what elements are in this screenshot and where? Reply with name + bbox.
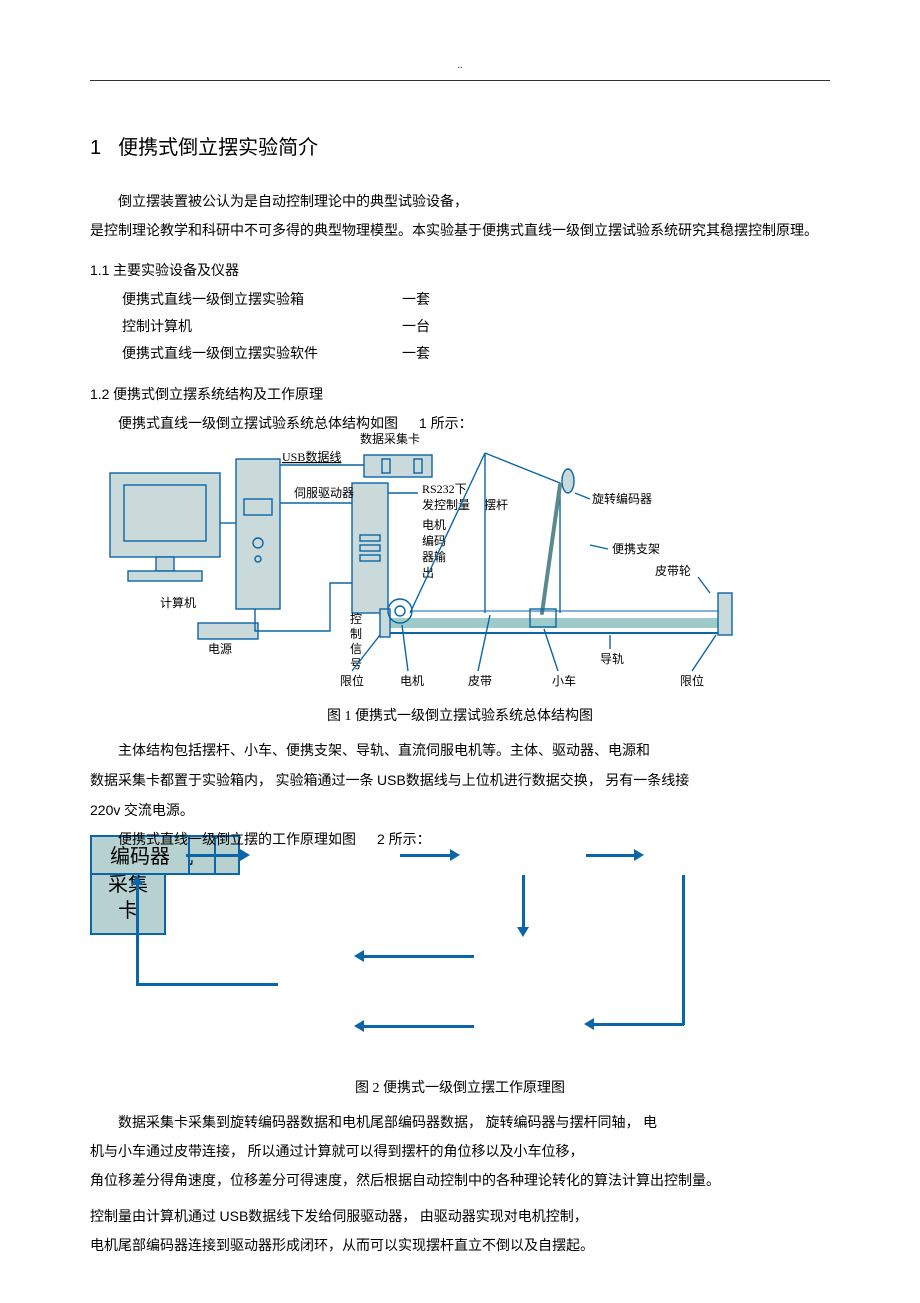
label-limit1: 限位 [340,673,364,688]
section-1-1-title: 主要实验设备及仪器 [113,264,239,279]
label-sig2: 号 [350,657,362,671]
after2-p3: 角位移差分得角速度，位移差分可得速度，然后根据自动控制中的各种理论转化的算法计算… [90,1169,830,1194]
section-title: 便携式倒立摆实验简介 [118,137,318,159]
table-row: 便携式直线一级倒立摆实验软件 一套 [122,342,830,369]
body-p3: 220v 交流电源。 [90,798,830,824]
label-ctrl2: 制 [350,627,362,641]
after2-p4b: USB [220,1208,249,1224]
section-1-2-heading: 1.2 便携式倒立摆系统结构及工作原理 [90,384,830,404]
after2-p4c: 数据线下发给伺服驱动器， 由驱动器实现对电机控制， [248,1210,588,1225]
equipment-table: 便携式直线一级倒立摆实验箱 一套 控制计算机 一台 便携式直线一级倒立摆实验软件… [122,288,830,368]
label-limit2: 限位 [680,673,704,688]
figure-2-caption: 图 2 便携式一级倒立摆工作原理图 [90,1077,830,1097]
after2-p4a: 控制量由计算机通过 [90,1210,220,1225]
figure-2-diagram: 计算机 伺服驱动器 直流电机 摆杆 数据 采集 卡 编码器 编码器 [90,835,730,1065]
label-rs232: RS232下 [422,482,467,496]
page-header-dots: .. [0,60,920,71]
label-cart: 小车 [552,673,576,688]
intro-p2: 是控制理论教学和科研中不可多得的典型物理模型。本实验基于便携式直线一级倒立摆试验… [90,219,830,244]
label-usb: USB数据线 [282,449,341,464]
table-row: 控制计算机 一台 [122,315,830,342]
label-sig1: 信 [350,642,362,656]
figure-1-caption: 图 1 便携式一级倒立摆试验系统总体结构图 [90,705,830,725]
fig2-intro: 便携式直线一级倒立摆的工作原理如图 2 所示： [90,828,830,852]
dc-l3: 卡 [118,898,138,924]
top-rule [90,80,830,81]
equip-name: 便携式直线一级倒立摆实验软件 [122,342,402,369]
section-1-2-num: 1.2 [90,386,109,402]
fig2-intro-a: 便携式直线一级倒立摆的工作原理如图 [118,833,356,848]
fig2-intro-b: 2 所示： [377,831,431,847]
label-motor: 电机 [422,518,446,532]
body-p2c: 数据线与上位机进行数据交换， 另有一条线接 [406,774,690,789]
label-pulley: 皮带轮 [655,564,691,578]
body-p1: 主体结构包括摆杆、小车、便携支架、导轨、直流伺服电机等。主体、驱动器、电源和 [90,739,830,764]
section-1-1-num: 1.1 [90,262,109,278]
equip-qty: 一套 [402,288,462,315]
figure-1-diagram: 计算机 电源 数据采集卡 USB数据线 控 制 信 号 伺服驱动器 RS232下… [90,423,830,693]
label-belt: 皮带 [468,674,492,688]
section-number: 1 [90,137,101,159]
body-p2b: USB [377,772,406,788]
section-1-1-heading: 1.1 主要实验设备及仪器 [90,260,830,280]
label-computer: 计算机 [160,595,196,610]
after2-p2: 机与小车通过皮带连接， 所以通过计算就可以得到摆杆的角位移以及小车位移， [90,1140,830,1165]
label-data-card: 数据采集卡 [360,431,420,446]
section-1-heading: 1 便携式倒立摆实验简介 [90,131,830,160]
equip-name: 控制计算机 [122,315,402,342]
label-enc: 编码 [422,533,446,548]
table-row: 便携式直线一级倒立摆实验箱 一套 [122,288,830,315]
equip-qty: 一套 [402,342,462,369]
label-rotenc: 旋转编码器 [592,491,652,506]
label-power: 电源 [208,642,232,656]
section-1-2-title: 便携式倒立摆系统结构及工作原理 [113,388,323,403]
after2-p1: 数据采集卡采集到旋转编码器数据和电机尾部编码器数据， 旋转编码器与摆杆同轴， 电 [90,1111,830,1136]
label-ctrl1: 控 [350,612,362,626]
after2-p4: 控制量由计算机通过 USB数据线下发给伺服驱动器， 由驱动器实现对电机控制， [90,1204,830,1230]
label-frame: 便携支架 [612,541,660,556]
body-p2a: 数据采集卡都置于实验箱内， 实验箱通过一条 [90,774,377,789]
label-rail: 导轨 [600,652,624,666]
label-motor2: 电机 [400,674,424,688]
label-pendulum: 摆杆 [484,498,508,512]
label-servo: 伺服驱动器 [294,486,354,500]
body-p3a: 220v [90,802,120,818]
body-p2: 数据采集卡都置于实验箱内， 实验箱通过一条 USB数据线与上位机进行数据交换， … [90,768,830,794]
intro-p1: 倒立摆装置被公认为是自动控制理论中的典型试验设备， [90,190,830,215]
after2-p5: 电机尾部编码器连接到驱动器形成闭环，从而可以实现摆杆直立不倒以及自摆起。 [90,1234,830,1259]
equip-qty: 一台 [402,315,462,342]
equip-name: 便携式直线一级倒立摆实验箱 [122,288,402,315]
body-p3b: 交流电源。 [120,804,194,819]
